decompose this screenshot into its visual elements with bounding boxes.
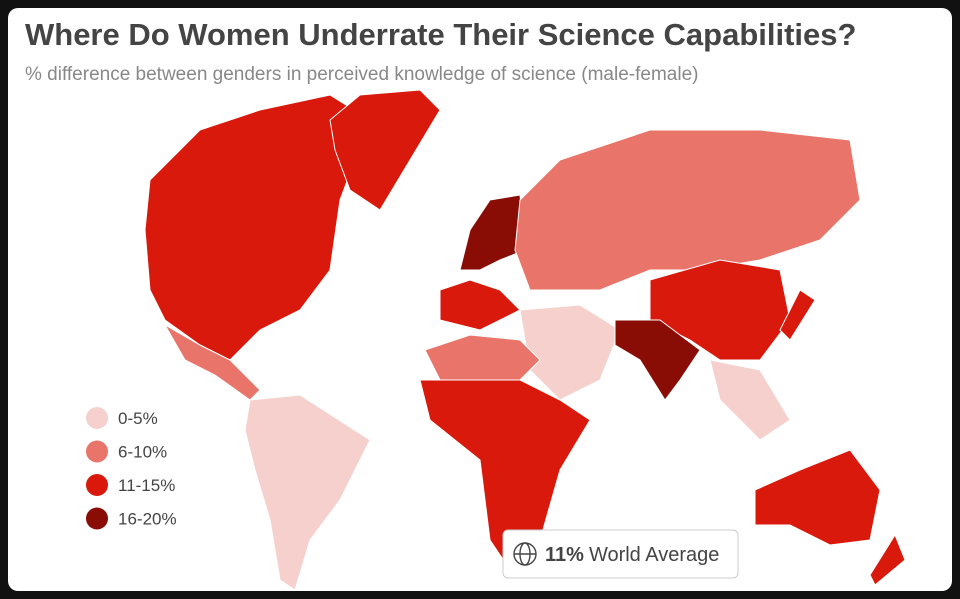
- southeast-asia: [709, 359, 791, 441]
- legend-swatch: [86, 474, 108, 496]
- legend-label: 6-10%: [118, 443, 167, 462]
- legend-swatch: [86, 507, 108, 530]
- legend-label: 11-15%: [118, 476, 175, 495]
- north-america: [144, 94, 371, 361]
- average-value: 11%: [545, 544, 584, 566]
- legend-swatch: [86, 407, 108, 429]
- title: Where Do Women Underrate Their Science C…: [25, 17, 856, 52]
- south-america: [244, 394, 371, 591]
- subtitle: % difference between genders in perceive…: [25, 64, 698, 85]
- australia: [754, 449, 881, 546]
- legend-label: 0-5%: [118, 409, 158, 428]
- new-zealand: [869, 533, 906, 586]
- japan: [779, 289, 816, 341]
- south-asia: [614, 319, 701, 401]
- average-box: [502, 529, 739, 579]
- northern-europe: [459, 194, 526, 271]
- central-america: [163, 323, 261, 401]
- legend: 0-5% 6-10% 11-15% 16-20%: [86, 407, 177, 530]
- russia-central-asia: [514, 129, 861, 291]
- legend-swatch: [86, 440, 108, 463]
- legend-label: 16-20%: [118, 510, 177, 529]
- globe-icon: [513, 542, 537, 566]
- average-label: World Average: [589, 544, 719, 566]
- world-average: 11% World Average: [502, 529, 739, 579]
- average-text: 11% World Average: [545, 544, 719, 566]
- greenland: [329, 89, 441, 211]
- world-map: [144, 89, 906, 591]
